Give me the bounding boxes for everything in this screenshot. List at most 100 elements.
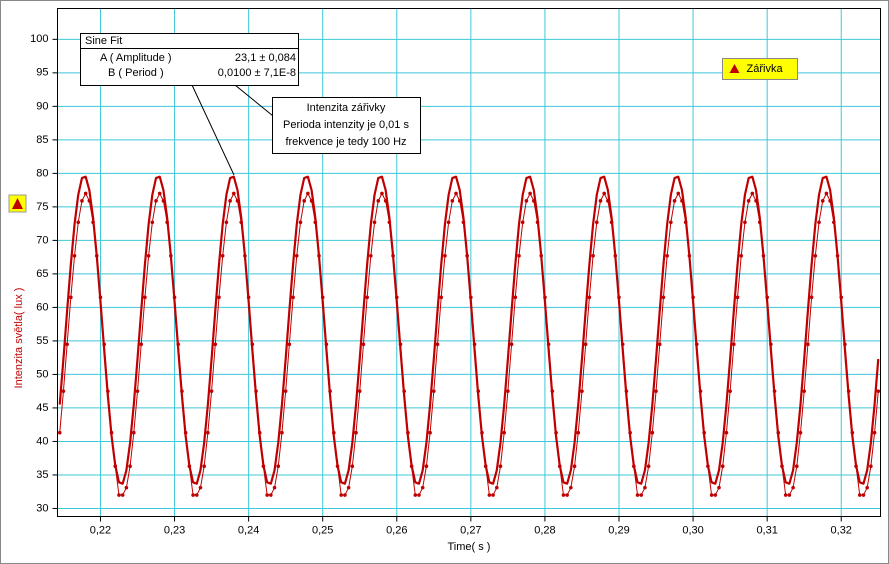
y-tick-label: 60: [36, 301, 48, 313]
data-point: [154, 199, 158, 203]
data-point: [294, 253, 299, 258]
data-point: [650, 430, 655, 435]
data-point: [372, 220, 377, 225]
data-point: [143, 295, 147, 300]
data-point: [413, 493, 418, 497]
fit-param: B ( Period ): [108, 67, 164, 79]
data-point: [783, 493, 788, 497]
legend-label: Zářivka: [747, 63, 784, 75]
data-point: [732, 342, 736, 347]
data-point: [191, 493, 195, 497]
data-point: [750, 191, 755, 196]
fit-param: A ( Amplitude ): [100, 52, 172, 64]
leader-line: [234, 84, 279, 121]
data-point: [365, 295, 369, 300]
data-point: [357, 389, 362, 393]
fit-value: 0,0100 ± 7,1E-8: [218, 67, 296, 79]
x-tick-label: 0,28: [534, 524, 555, 536]
data-point: [198, 485, 203, 490]
data-point: [369, 253, 373, 258]
x-tick-label: 0,24: [238, 524, 259, 536]
fit-value: 23,1 ± 0,084: [235, 52, 296, 64]
x-tick-label: 0,27: [460, 524, 481, 536]
y-axis-series-triangle: [12, 198, 23, 209]
data-point: [128, 464, 132, 469]
data-point: [209, 389, 214, 393]
data-point: [809, 295, 814, 300]
data-point: [820, 199, 825, 203]
data-point: [206, 430, 210, 435]
data-point: [798, 430, 803, 435]
data-point: [791, 485, 795, 490]
data-point: [857, 493, 862, 497]
data-point: [724, 430, 729, 435]
data-point: [417, 493, 421, 497]
data-point: [813, 253, 818, 258]
data-point: [865, 485, 869, 490]
data-point: [117, 493, 121, 497]
data-point: [217, 295, 221, 300]
data-point: [302, 199, 306, 203]
y-tick-label: 50: [36, 368, 48, 380]
data-point: [287, 342, 292, 347]
data-point: [150, 220, 155, 225]
data-point: [528, 191, 532, 196]
data-point: [446, 220, 451, 225]
x-tick-label: 0,29: [608, 524, 629, 536]
y-tick-label: 100: [30, 33, 48, 45]
data-point: [354, 430, 358, 435]
data-point: [194, 493, 199, 497]
data-point: [639, 493, 644, 497]
data-point: [420, 485, 425, 490]
data-point: [646, 464, 651, 469]
data-point: [583, 342, 588, 347]
y-tick-label: 85: [36, 134, 48, 146]
x-tick-label: 0,30: [682, 524, 703, 536]
y-axis-label: Intenzita světla( lux ): [13, 288, 25, 389]
data-point: [454, 191, 458, 196]
y-tick-label: 65: [36, 268, 48, 280]
data-point: [739, 253, 744, 258]
plot: [57, 175, 881, 497]
data-point: [713, 493, 718, 497]
x-axis-label: Time( s ): [448, 541, 491, 553]
data-point: [376, 199, 381, 203]
data-point: [283, 389, 288, 393]
data-point: [591, 253, 595, 258]
data-point: [139, 342, 144, 347]
data-point: [350, 464, 355, 469]
y-tick-label: 40: [36, 435, 48, 447]
data-point: [794, 464, 799, 469]
data-point: [124, 485, 129, 490]
data-point: [580, 389, 584, 393]
data-point: [83, 191, 88, 196]
data-point: [202, 464, 206, 469]
data-point: [720, 464, 725, 469]
data-point: [346, 485, 351, 490]
ticks: 0,22 0,23 0,24 0,25 0,26 0,27 0,28 0,29 0,30 0,31…: [30, 33, 852, 536]
note-frame: [272, 97, 421, 154]
fit-box: Sine Fit A ( Amplitude ) 23,1 ± 0,084 B …: [80, 33, 299, 86]
data-point: [491, 493, 495, 497]
data-point: [506, 389, 510, 393]
series-line: [58, 175, 880, 485]
legend-marker: [729, 64, 740, 73]
y-tick-label: 35: [36, 469, 48, 481]
data-point: [565, 493, 569, 497]
data-point: [494, 485, 499, 490]
x-tick-label: 0,25: [312, 524, 333, 536]
data-point: [876, 389, 881, 393]
x-tick-label: 0,31: [756, 524, 777, 536]
data-point: [509, 342, 514, 347]
data-point: [428, 430, 432, 435]
x-tick-label: 0,26: [386, 524, 407, 536]
data-point: [443, 253, 447, 258]
data-point: [69, 295, 73, 300]
data-point: [435, 342, 440, 347]
data-point: [661, 295, 666, 300]
data-point: [717, 485, 721, 490]
data-point: [743, 220, 747, 225]
data-point: [802, 389, 807, 393]
